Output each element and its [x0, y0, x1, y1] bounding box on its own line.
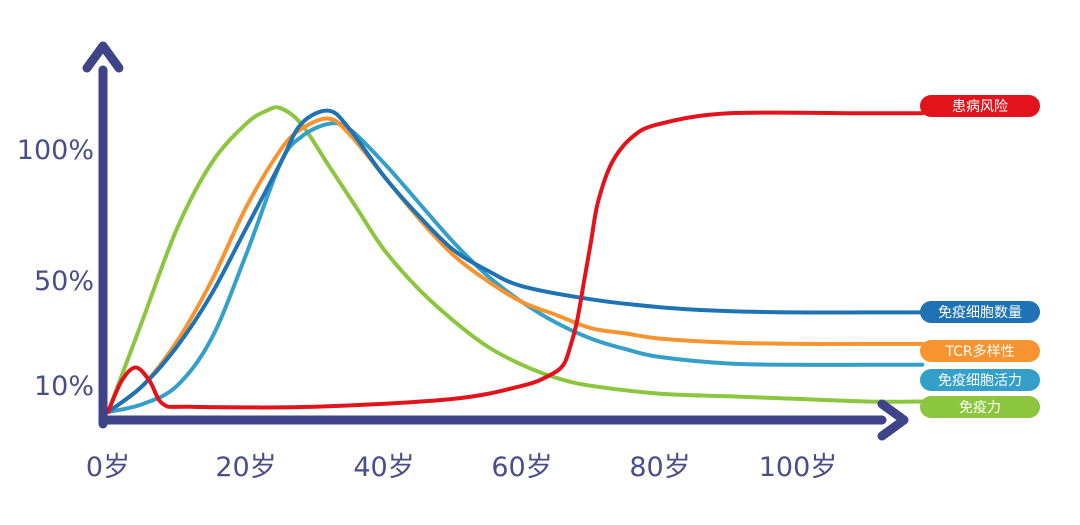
series-tag-pill: [920, 369, 1040, 391]
series-tag-pill: [920, 95, 1040, 117]
series-tag-label: 免疫细胞数量: [938, 305, 1022, 321]
series-tag-pill: [920, 396, 1040, 418]
series-tag-pill: [920, 340, 1040, 362]
ticks-layer: 10% 50% 100% 0岁 20岁 40岁 60岁 80岁 100岁: [17, 135, 837, 483]
series-tag-cell_vitality: 免疫细胞活力: [920, 369, 1040, 391]
series-line-1: [106, 108, 925, 414]
series-line-2: [106, 116, 925, 414]
x-tick-label: 20岁: [215, 452, 276, 483]
series-line-3: [106, 121, 925, 414]
series-tag-risk: 患病风险: [920, 95, 1040, 117]
series-tag-label: TCR多样性: [944, 343, 1014, 360]
y-tick-label: 50%: [34, 266, 94, 297]
x-tick-label: 100岁: [759, 452, 838, 483]
series-tag-tcr: TCR多样性: [920, 340, 1040, 362]
series-line-0: [106, 110, 925, 414]
series-line-4: [106, 105, 925, 414]
x-tick-label: 80岁: [629, 452, 690, 483]
series-tag-label: 患病风险: [952, 99, 1008, 115]
y-tick-label: 10%: [34, 371, 94, 402]
x-tick-label: 0岁: [86, 452, 130, 483]
y-tick-label: 100%: [17, 135, 94, 166]
series-tag-immunity: 免疫力: [920, 396, 1040, 418]
y-axis-arrow: [82, 41, 124, 73]
axes-layer: [82, 41, 909, 441]
series-layer: [106, 105, 925, 414]
series-tag-label: 免疫细胞活力: [938, 373, 1022, 389]
series-tag-pill: [920, 301, 1040, 323]
x-tick-label: 40岁: [353, 452, 414, 483]
x-axis-arrow: [877, 399, 909, 441]
x-tick-label: 60岁: [491, 452, 552, 483]
series-tag-cell_count: 免疫细胞数量: [920, 301, 1040, 323]
series-tag-label: 免疫力: [959, 400, 1001, 416]
